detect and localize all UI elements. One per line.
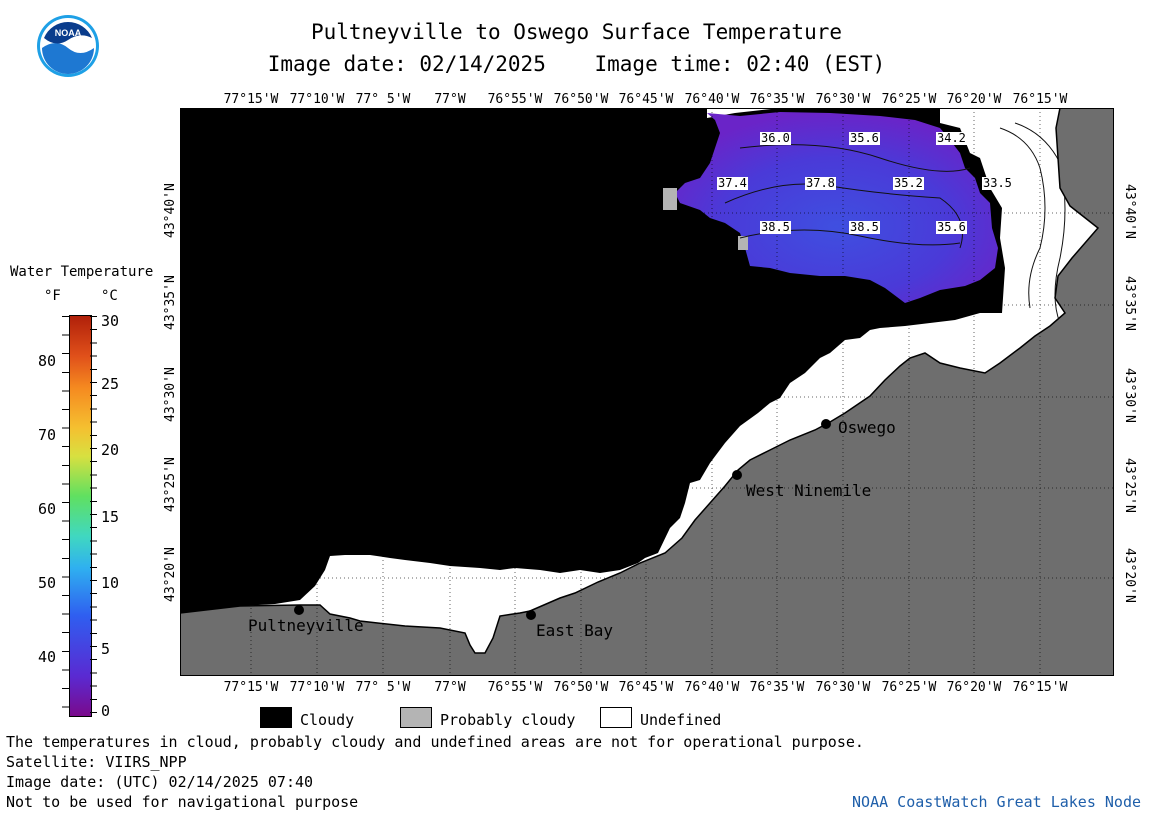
temperature-label: 33.5 bbox=[982, 176, 1013, 190]
lon-label-top: 77°15'W bbox=[223, 92, 279, 107]
place-label: Oswego bbox=[838, 418, 896, 437]
logo-text: NOAA bbox=[55, 28, 82, 38]
lon-label-top: 76°45'W bbox=[618, 92, 674, 107]
lon-label-bottom: 77° 5'W bbox=[355, 680, 411, 695]
place-label: Pultneyville bbox=[248, 616, 364, 635]
temperature-label: 38.5 bbox=[760, 220, 791, 234]
lon-label-bottom: 77°15'W bbox=[223, 680, 279, 695]
temperature-label: 36.0 bbox=[760, 131, 791, 145]
color-scale-bar bbox=[69, 315, 92, 717]
lon-label-top: 76°15'W bbox=[1012, 92, 1068, 107]
c-tick-label: 30 bbox=[101, 312, 120, 330]
place-label: West Ninemile bbox=[746, 481, 872, 500]
lon-label-top: 76°50'W bbox=[553, 92, 609, 107]
probably-cloudy-patch bbox=[738, 236, 748, 250]
undefined-swatch bbox=[600, 707, 632, 728]
temperature-label: 34.2 bbox=[936, 131, 967, 145]
isotherm-contour bbox=[999, 127, 1046, 309]
c-tick-label: 5 bbox=[101, 640, 111, 658]
lon-label-top: 76°25'W bbox=[881, 92, 937, 107]
place-marker bbox=[732, 470, 742, 480]
c-tick-label: 20 bbox=[101, 441, 120, 459]
lon-label-top: 76°55'W bbox=[487, 92, 543, 107]
lon-label-top: 76°20'W bbox=[946, 92, 1002, 107]
lat-label-left: 43°25'N bbox=[163, 457, 178, 512]
isotherm-contour bbox=[724, 183, 963, 249]
c-ticks bbox=[90, 316, 97, 714]
temperature-label: 37.8 bbox=[805, 176, 836, 190]
probably-cloudy-patch bbox=[663, 188, 677, 210]
lon-label-bottom: 76°35'W bbox=[749, 680, 805, 695]
image-date: Image date: 02/14/2025 bbox=[267, 52, 546, 76]
temperature-label: 37.4 bbox=[717, 176, 748, 190]
place-marker bbox=[821, 419, 831, 429]
lon-label-bottom: 76°30'W bbox=[815, 680, 871, 695]
c-tick-label: 15 bbox=[101, 508, 120, 526]
lat-label-right: 43°25'N bbox=[1122, 458, 1137, 513]
lon-label-top: 76°30'W bbox=[815, 92, 871, 107]
c-tick-label: 10 bbox=[101, 574, 120, 592]
disclaimer: The temperatures in cloud, probably clou… bbox=[6, 733, 864, 751]
lat-label-right: 43°30'N bbox=[1122, 368, 1137, 423]
lat-label-left: 43°20'N bbox=[163, 547, 178, 602]
undefined-label: Undefined bbox=[640, 711, 722, 729]
lat-label-left: 43°30'N bbox=[163, 367, 178, 422]
cloudy-swatch bbox=[260, 707, 292, 728]
map-frame bbox=[180, 108, 1114, 676]
lat-label-left: 43°35'N bbox=[163, 275, 178, 330]
lon-label-bottom: 76°25'W bbox=[881, 680, 937, 695]
credit-link[interactable]: NOAA CoastWatch Great Lakes Node bbox=[852, 793, 1141, 811]
lon-label-bottom: 77°10'W bbox=[289, 680, 345, 695]
probably-cloudy-swatch bbox=[400, 707, 432, 728]
satellite-info: Satellite: VIIRS_NPP bbox=[6, 753, 187, 771]
f-ticks bbox=[62, 316, 69, 714]
graticule bbox=[180, 108, 1114, 676]
lon-label-bottom: 76°50'W bbox=[553, 680, 609, 695]
probably-cloudy-label: Probably cloudy bbox=[440, 711, 576, 729]
place-marker bbox=[294, 605, 304, 615]
place-marker bbox=[526, 610, 536, 620]
lon-label-top: 77°W bbox=[434, 92, 466, 107]
lon-label-bottom: 76°20'W bbox=[946, 680, 1002, 695]
nav-warning: Not to be used for navigational purpose bbox=[6, 793, 359, 811]
c-tick-label: 0 bbox=[101, 702, 111, 720]
utc-date: Image date: (UTC) 02/14/2025 07:40 bbox=[6, 773, 314, 791]
lat-label-right: 43°20'N bbox=[1122, 548, 1137, 603]
lon-label-bottom: 76°45'W bbox=[618, 680, 674, 695]
image-date-time: Image date: 02/14/2025 Image time: 02:40… bbox=[0, 50, 1153, 78]
f-tick-label: 80 bbox=[38, 352, 57, 370]
temperature-label: 35.6 bbox=[936, 220, 967, 234]
lon-label-top: 77°10'W bbox=[289, 92, 345, 107]
image-time: Image time: 02:40 (EST) bbox=[594, 52, 886, 76]
lon-label-bottom: 76°55'W bbox=[487, 680, 543, 695]
temperature-label: 35.6 bbox=[849, 131, 880, 145]
lon-label-top: 76°40'W bbox=[684, 92, 740, 107]
temperature-label: 38.5 bbox=[849, 220, 880, 234]
lon-label-bottom: 77°W bbox=[434, 680, 466, 695]
land bbox=[180, 108, 1114, 676]
f-tick-label: 60 bbox=[38, 500, 57, 518]
f-tick-label: 40 bbox=[38, 648, 57, 666]
f-tick-label: 50 bbox=[38, 574, 57, 592]
f-tick-label: 70 bbox=[38, 426, 57, 444]
lon-label-top: 77° 5'W bbox=[355, 92, 411, 107]
cloudy-label: Cloudy bbox=[300, 711, 355, 729]
place-label: East Bay bbox=[536, 621, 614, 640]
unit-fahrenheit: °F bbox=[44, 288, 61, 304]
surface-temperature-map bbox=[180, 108, 1114, 676]
lon-label-bottom: 76°40'W bbox=[684, 680, 740, 695]
lat-label-right: 43°35'N bbox=[1122, 276, 1137, 331]
c-tick-label: 25 bbox=[101, 375, 120, 393]
lat-label-right: 43°40'N bbox=[1122, 184, 1137, 239]
lat-label-left: 43°40'N bbox=[163, 183, 178, 238]
page-title: Pultneyville to Oswego Surface Temperatu… bbox=[310, 20, 842, 44]
temperature-label: 35.2 bbox=[893, 176, 924, 190]
water-temperature-area bbox=[675, 112, 998, 303]
lon-label-bottom: 76°15'W bbox=[1012, 680, 1068, 695]
noaa-logo: NOAA bbox=[37, 15, 99, 77]
lon-label-top: 76°35'W bbox=[749, 92, 805, 107]
unit-celsius: °C bbox=[101, 288, 118, 304]
legend-title: Water Temperature bbox=[10, 264, 154, 280]
